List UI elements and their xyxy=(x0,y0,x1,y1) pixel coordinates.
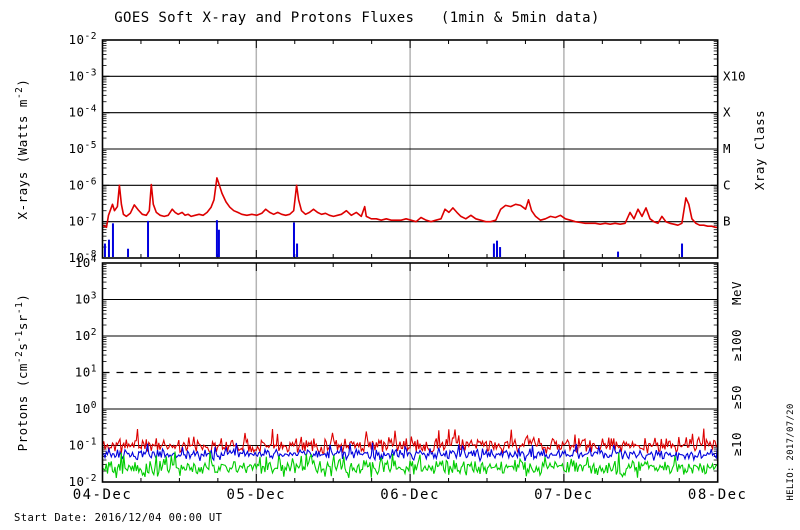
proton-unit-label: MeV xyxy=(729,281,744,305)
xray-axis-title: X-rays (Watts m-2) xyxy=(14,79,30,220)
xray-class-label: X xyxy=(723,105,731,120)
y-tick-label: 10-3 xyxy=(68,67,97,83)
xray-class-label: B xyxy=(723,214,731,229)
credit-label: HELIO: 2017/07/20 xyxy=(786,403,796,500)
y-tick-label: 102 xyxy=(75,327,97,343)
y-tick-label: 10-2 xyxy=(68,31,97,47)
y-tick-label: 10-5 xyxy=(68,140,97,156)
y-tick-label: 10-7 xyxy=(68,213,97,229)
xray-class-label: X10 xyxy=(723,68,746,83)
y-tick-label: 10-1 xyxy=(68,437,97,453)
x-tick-label: 08-Dec xyxy=(688,487,748,503)
xray-class-label: M xyxy=(723,141,731,156)
y-tick-label: 104 xyxy=(75,254,97,270)
proton-threshold-label: ≥10 xyxy=(729,432,744,456)
protons-axis-title: Protons (cm-2s-1sr-1) xyxy=(14,294,30,452)
x-tick-label: 05-Dec xyxy=(227,487,287,503)
y-tick-label: 10-8 xyxy=(68,249,97,265)
y-tick-label: 10-6 xyxy=(68,176,97,192)
start-date-label: Start Date: 2016/12/04 00:00 UT xyxy=(14,512,223,524)
xray-class-axis-title: Xray Class xyxy=(752,110,767,190)
y-tick-label: 100 xyxy=(75,400,97,416)
y-tick-label: 101 xyxy=(75,364,97,380)
protons-ge50-trace xyxy=(102,442,719,463)
xray-flux-red-curve xyxy=(102,177,718,229)
xray-class-label: C xyxy=(723,177,731,192)
y-tick-label: 10-4 xyxy=(68,104,97,120)
x-tick-label: 07-Dec xyxy=(534,487,594,503)
protons-ge100-trace xyxy=(102,451,718,478)
y-tick-label: 10-2 xyxy=(68,473,97,489)
x-tick-label: 06-Dec xyxy=(380,487,440,503)
proton-threshold-label: ≥50 xyxy=(729,385,744,409)
y-tick-label: 103 xyxy=(75,291,97,307)
proton-threshold-label: ≥100 xyxy=(729,329,744,361)
chart-title: GOES Soft X-ray and Protons Fluxes (1min… xyxy=(114,10,600,26)
protons-panel-border xyxy=(101,262,719,483)
x-tick-label: 04-Dec xyxy=(73,487,133,503)
xray-panel-border xyxy=(101,39,719,259)
